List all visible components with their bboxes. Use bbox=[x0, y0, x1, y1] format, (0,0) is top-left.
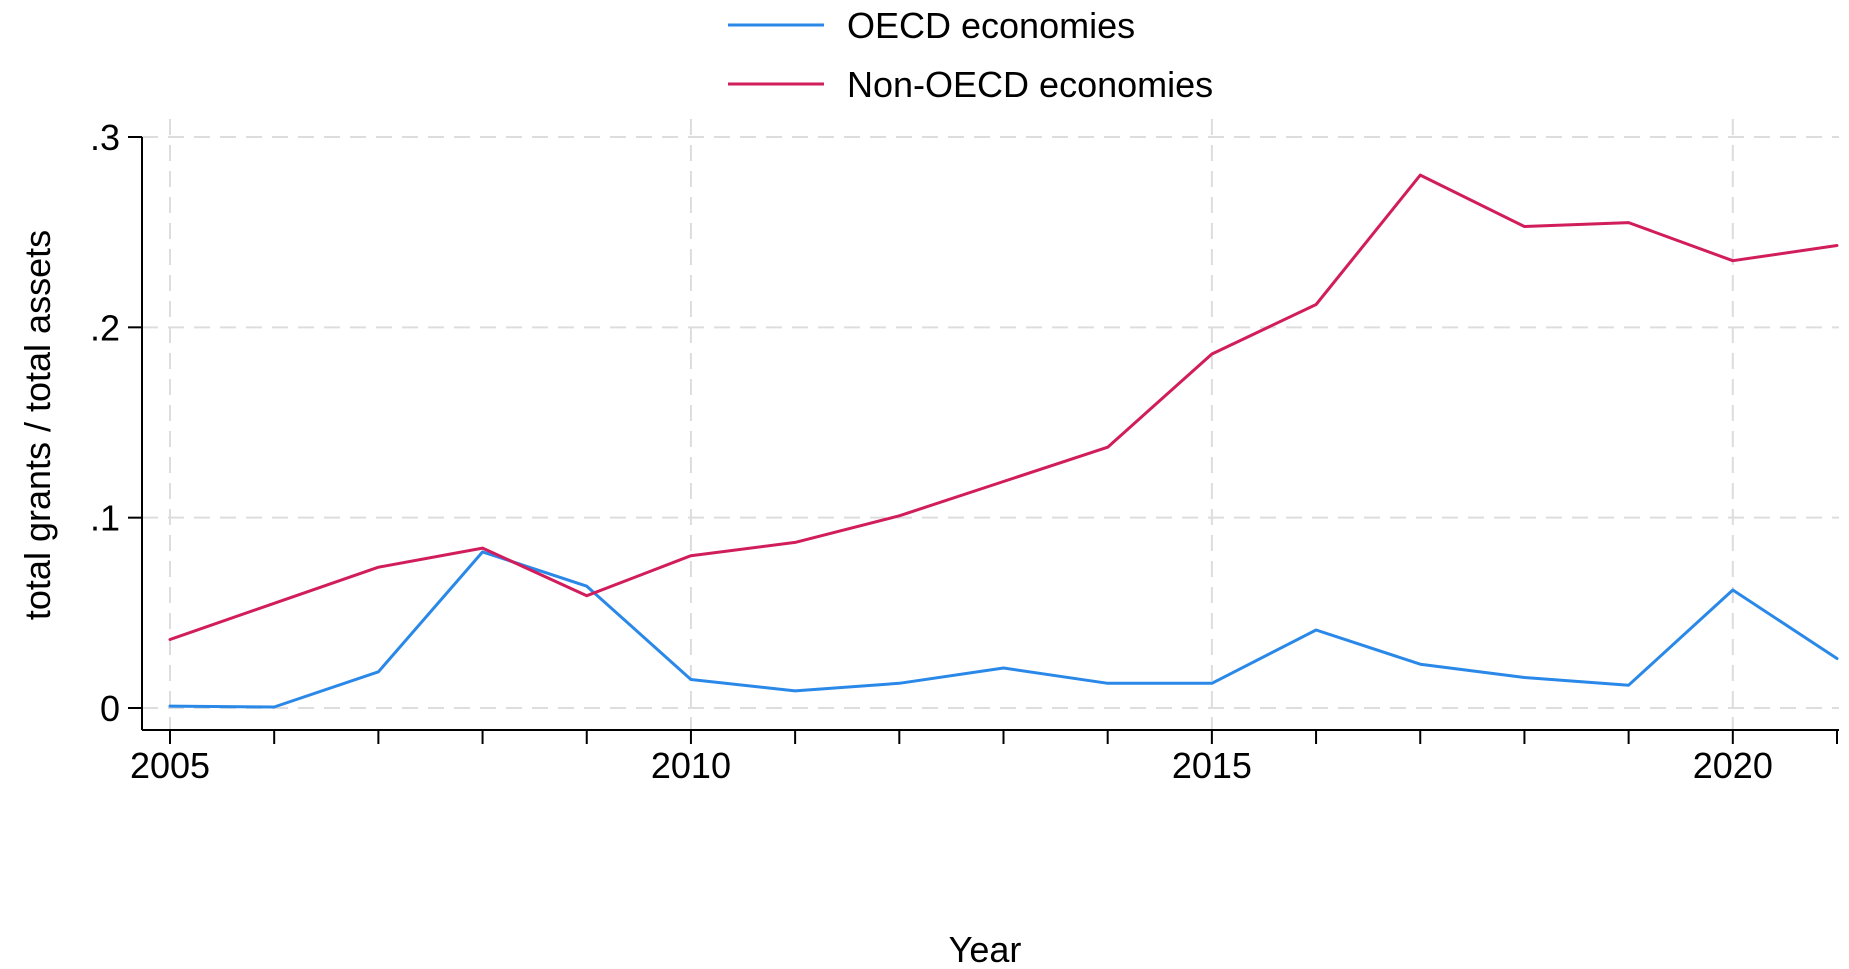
series-line-non-oecd bbox=[168, 173, 1839, 641]
legend-label: OECD economies bbox=[847, 5, 1135, 46]
x-tick-label: 2010 bbox=[651, 745, 731, 786]
y-tick-label: 0 bbox=[100, 688, 120, 729]
x-tick-label: 2020 bbox=[1693, 745, 1773, 786]
x-tick-label: 2015 bbox=[1172, 745, 1252, 786]
axes bbox=[141, 137, 1839, 731]
legend: OECD economies Non-OECD economies bbox=[728, 5, 1213, 105]
y-tick-label: .2 bbox=[90, 307, 120, 348]
series-line-oecd bbox=[168, 550, 1839, 709]
y-tick-label: .3 bbox=[90, 117, 120, 158]
series bbox=[168, 173, 1839, 709]
y-axis-title: total grants / total assets bbox=[17, 230, 58, 620]
ticks: 0 .1 .2 .3 2005 2010 2015 2020 bbox=[90, 117, 1838, 786]
legend-label: Non-OECD economies bbox=[847, 64, 1213, 105]
x-axis-title: Year bbox=[949, 929, 1022, 969]
grid-lines bbox=[142, 119, 1839, 730]
y-tick-label: .1 bbox=[90, 498, 120, 539]
x-tick-label: 2005 bbox=[130, 745, 210, 786]
